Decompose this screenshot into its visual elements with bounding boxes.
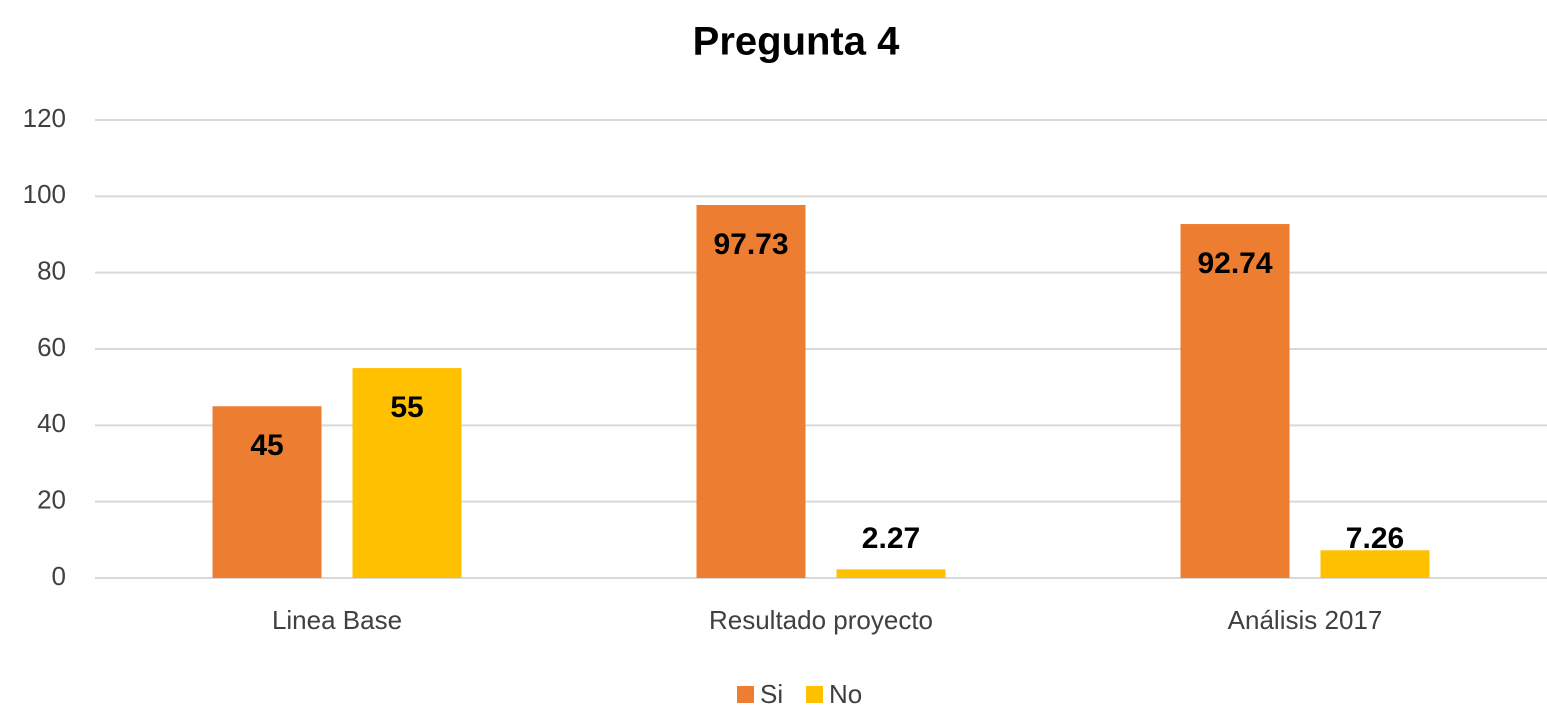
data-label: 2.27 <box>862 522 920 555</box>
bar <box>352 368 462 578</box>
bar <box>1180 224 1290 578</box>
bar <box>836 569 946 578</box>
x-tick-label: Linea Base <box>272 605 402 635</box>
data-label: 45 <box>250 429 283 462</box>
chart-title: Pregunta 4 <box>693 20 900 64</box>
y-tick-label: 20 <box>37 485 66 515</box>
y-tick-label: 40 <box>37 408 66 438</box>
data-label: 55 <box>390 391 423 424</box>
y-tick-label: 100 <box>23 179 66 209</box>
x-tick-label: Resultado proyecto <box>709 605 933 635</box>
legend-label: No <box>829 679 862 709</box>
y-tick-label: 120 <box>23 103 66 133</box>
legend-label: Si <box>760 679 783 709</box>
data-label: 7.26 <box>1346 522 1404 555</box>
y-tick-label: 60 <box>37 332 66 362</box>
data-label: 92.74 <box>1197 247 1272 280</box>
bar <box>1320 550 1430 578</box>
bar <box>212 406 322 578</box>
legend-swatch <box>806 686 823 703</box>
data-label: 97.73 <box>713 228 788 261</box>
legend-swatch <box>737 686 754 703</box>
x-tick-label: Análisis 2017 <box>1228 605 1383 635</box>
bar <box>696 204 806 578</box>
y-tick-label: 80 <box>37 256 66 286</box>
y-tick-label: 0 <box>52 561 66 591</box>
